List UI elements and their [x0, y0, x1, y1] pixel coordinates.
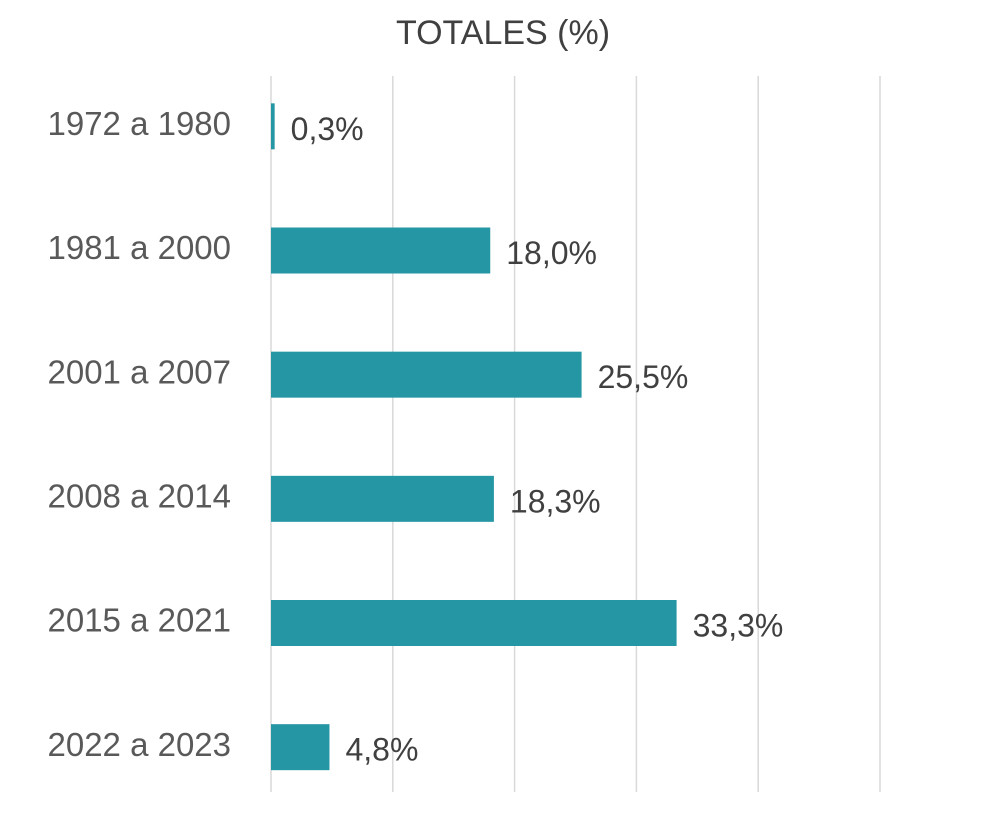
- y-tick-label: 2022 a 2023: [47, 726, 231, 763]
- chart-title: TOTALES (%): [396, 14, 610, 52]
- bar: [271, 724, 330, 771]
- data-label: 25,5%: [598, 359, 689, 395]
- y-tick-label: 2001 a 2007: [47, 353, 231, 390]
- bar: [271, 475, 494, 522]
- data-label: 4,8%: [345, 732, 418, 768]
- data-label: 33,3%: [693, 607, 784, 643]
- bar: [271, 227, 491, 274]
- bar: [271, 600, 677, 646]
- data-label: 0,3%: [291, 111, 364, 147]
- y-tick-label: 2008 a 2014: [47, 478, 231, 515]
- data-label: 18,3%: [510, 483, 601, 519]
- bar: [271, 351, 582, 398]
- data-label: 18,0%: [506, 235, 597, 271]
- y-tick-label: 1972 a 1980: [47, 105, 231, 142]
- bar: [271, 103, 275, 150]
- y-tick-label: 1981 a 2000: [47, 229, 231, 266]
- y-tick-label: 2015 a 2021: [47, 602, 231, 639]
